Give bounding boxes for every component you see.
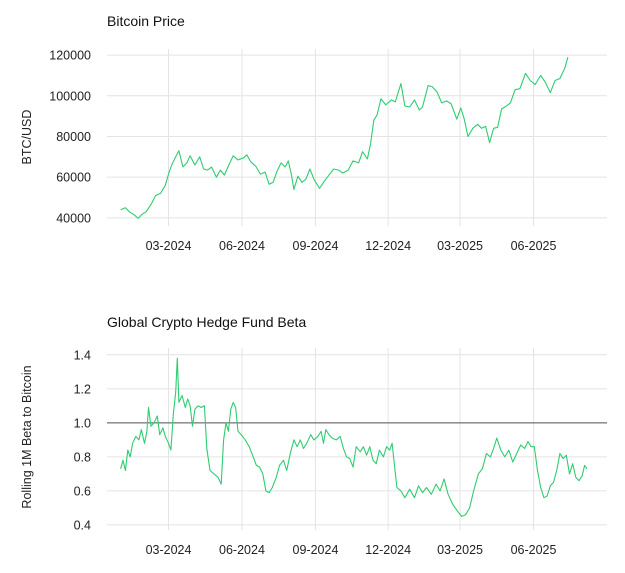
- y-tick-label: 1.2: [74, 382, 91, 396]
- y-tick-label: 1.4: [74, 348, 91, 362]
- y-tick-label: 1.0: [74, 416, 91, 430]
- chart-title: Global Crypto Hedge Fund Beta: [107, 314, 306, 330]
- y-tick-label: 0.6: [74, 484, 91, 498]
- x-tick-label: 06-2025: [511, 543, 557, 557]
- y-tick-labels: 40000 60000 80000 100000 120000: [49, 49, 91, 226]
- series: [120, 56, 569, 219]
- x-tick-labels: 03-2024 06-2024 09-2024 12-2024 03-2025 06-20…: [146, 543, 557, 557]
- y-tick-label: 40000: [56, 211, 91, 225]
- y-tick-labels: 0.4 0.6 0.8 1.0 1.2 1.4: [74, 348, 91, 532]
- x-tick-label: 12-2024: [365, 239, 411, 253]
- y-tick-label: 80000: [56, 130, 91, 144]
- x-tick-label: 12-2024: [365, 543, 411, 557]
- series-line: [120, 56, 569, 219]
- hedge-fund-beta-panel: Global Crypto Hedge Fund Beta Rolling 1M…: [20, 314, 607, 557]
- x-tick-label: 06-2024: [219, 543, 265, 557]
- x-tick-label: 09-2024: [293, 239, 339, 253]
- x-tick-label: 06-2025: [511, 239, 557, 253]
- x-tick-label: 06-2024: [219, 239, 265, 253]
- chart-title: Bitcoin Price: [107, 13, 185, 29]
- bitcoin-price-panel: Bitcoin Price BTC/USD 40000 60000 80000 100…: [20, 13, 607, 253]
- x-tick-labels: 03-2024 06-2024 09-2024 12-2024 03-2025 06-20…: [146, 239, 557, 253]
- y-tick-label: 0.8: [74, 450, 91, 464]
- x-tick-label: 03-2025: [437, 239, 483, 253]
- grid-lines: [107, 49, 607, 226]
- y-tick-label: 0.4: [74, 518, 91, 532]
- y-axis-label: Rolling 1M Beta to Bitcoin: [20, 365, 34, 508]
- series: [120, 357, 588, 517]
- grid-lines: [107, 348, 607, 530]
- y-tick-label: 60000: [56, 171, 91, 185]
- series-line: [120, 357, 588, 517]
- y-tick-label: 100000: [49, 89, 91, 103]
- y-axis-label: BTC/USD: [20, 110, 34, 165]
- y-tick-label: 120000: [49, 49, 91, 63]
- x-tick-label: 09-2024: [293, 543, 339, 557]
- x-tick-label: 03-2024: [146, 239, 192, 253]
- x-tick-label: 03-2024: [146, 543, 192, 557]
- x-tick-label: 03-2025: [437, 543, 483, 557]
